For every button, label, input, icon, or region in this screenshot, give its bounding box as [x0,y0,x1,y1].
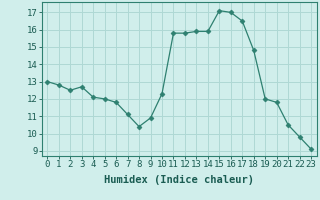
X-axis label: Humidex (Indice chaleur): Humidex (Indice chaleur) [104,175,254,185]
